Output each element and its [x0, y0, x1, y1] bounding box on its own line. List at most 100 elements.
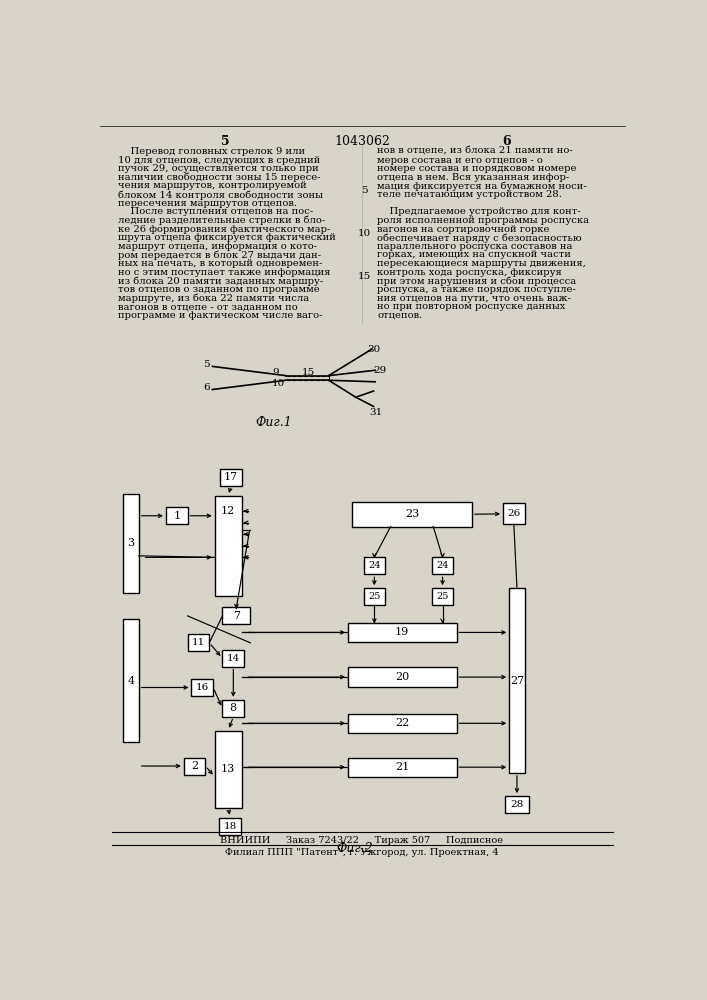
Text: 10: 10 [358, 229, 371, 238]
Text: 6: 6 [203, 383, 210, 392]
Text: 30: 30 [368, 345, 380, 354]
Text: вагонов на сортировочной горке: вагонов на сортировочной горке [378, 225, 550, 234]
Bar [432, 588, 453, 605]
Text: 24: 24 [368, 561, 380, 570]
Bar [223, 700, 244, 717]
Text: 17: 17 [224, 472, 238, 482]
Text: 10 для отцепов, следующих в средний: 10 для отцепов, следующих в средний [118, 156, 320, 165]
Text: 5: 5 [361, 186, 368, 195]
Text: Перевод головных стрелок 9 или: Перевод головных стрелок 9 или [118, 147, 305, 156]
Text: чения маршрутов, контролируемой: чения маршрутов, контролируемой [118, 181, 307, 190]
Bar [187, 634, 209, 651]
Bar [223, 607, 250, 624]
Text: 29: 29 [373, 366, 387, 375]
Text: 25: 25 [436, 592, 449, 601]
Text: маршруте, из бока 22 памяти числа: маршруте, из бока 22 памяти числа [118, 294, 309, 303]
Text: ром передается в блок 27 выдачи дан-: ром передается в блок 27 выдачи дан- [118, 250, 321, 260]
Text: 5: 5 [203, 360, 210, 369]
Bar [363, 557, 385, 574]
Text: тов отцепов о заданном по программе: тов отцепов о заданном по программе [118, 285, 320, 294]
Text: параллельного роспуска составов на: параллельного роспуска составов на [378, 242, 573, 251]
Text: при этом нарушения и сбои процесса: при этом нарушения и сбои процесса [378, 276, 577, 286]
Text: шрута отцепа фиксируется фактический: шрута отцепа фиксируется фактический [118, 233, 336, 242]
Text: 24: 24 [436, 561, 449, 570]
Text: 1: 1 [173, 511, 180, 521]
Text: пересекающиеся маршруты движения,: пересекающиеся маршруты движения, [378, 259, 586, 268]
Text: 27: 27 [510, 676, 524, 686]
Bar [123, 494, 139, 593]
Text: блоком 14 контроля свободности зоны: блоком 14 контроля свободности зоны [118, 190, 323, 200]
Text: 2: 2 [191, 761, 198, 771]
Text: 5: 5 [221, 135, 230, 148]
Text: отцепа в нем. Вся указанная инфор-: отцепа в нем. Вся указанная инфор- [378, 173, 570, 182]
Bar [432, 557, 453, 574]
Bar [363, 588, 385, 605]
Text: 25: 25 [368, 592, 380, 601]
Bar [123, 619, 139, 742]
Text: горках, имеющих на спускной части: горках, имеющих на спускной части [378, 250, 571, 259]
Bar [503, 503, 525, 524]
Text: из блока 20 памяти заданных маршру-: из блока 20 памяти заданных маршру- [118, 276, 323, 286]
Text: мация фиксируется на бумажном носи-: мация фиксируется на бумажном носи- [378, 181, 588, 191]
Text: Фиг.1: Фиг.1 [256, 416, 293, 429]
Bar [348, 714, 457, 733]
Text: меров состава и его отцепов - о: меров состава и его отцепов - о [378, 156, 543, 165]
Text: теле печатающим устройством 28.: теле печатающим устройством 28. [378, 190, 562, 199]
Text: Предлагаемое устройство для конт-: Предлагаемое устройство для конт- [378, 207, 581, 216]
Text: 9: 9 [272, 368, 279, 377]
Text: роспуска, а также порядок поступле-: роспуска, а также порядок поступле- [378, 285, 576, 294]
Bar [184, 758, 206, 775]
Text: 15: 15 [358, 272, 371, 281]
Text: пересечения маршрутов отцепов.: пересечения маршрутов отцепов. [118, 199, 297, 208]
Text: 15: 15 [301, 368, 315, 377]
Text: 19: 19 [395, 627, 409, 637]
Text: ния отцепов на пути, что очень важ-: ния отцепов на пути, что очень важ- [378, 294, 571, 303]
Text: 4: 4 [127, 676, 134, 686]
Text: нов в отцепе, из блока 21 памяти но-: нов в отцепе, из блока 21 памяти но- [378, 147, 573, 156]
Bar [166, 507, 187, 524]
Text: но при повторном роспуске данных: но при повторном роспуске данных [378, 302, 566, 311]
Bar [348, 667, 457, 687]
Text: маршрут отцепа, информация о кото-: маршрут отцепа, информация о кото- [118, 242, 317, 251]
Text: 13: 13 [221, 764, 235, 774]
Text: 6: 6 [503, 135, 511, 148]
Bar [223, 650, 244, 667]
Text: 3: 3 [127, 538, 134, 548]
Text: После вступления отцепов на пос-: После вступления отцепов на пос- [118, 207, 313, 216]
Text: Фиг.2: Фиг.2 [337, 842, 373, 855]
Text: 12: 12 [221, 506, 235, 516]
Text: 16: 16 [196, 683, 209, 692]
Bar [348, 623, 457, 642]
Text: 8: 8 [230, 703, 237, 713]
Bar [220, 469, 242, 486]
Text: ке 26 формирования фактического мар-: ке 26 формирования фактического мар- [118, 225, 330, 234]
Text: пучок 29, осуществляется только при: пучок 29, осуществляется только при [118, 164, 319, 173]
Text: номере состава и порядковом номере: номере состава и порядковом номере [378, 164, 577, 173]
Bar [192, 679, 213, 696]
Text: отцепов.: отцепов. [378, 311, 423, 320]
Text: 18: 18 [223, 822, 237, 831]
Text: наличии свободности зоны 15 пересе-: наличии свободности зоны 15 пересе- [118, 173, 320, 182]
Text: 21: 21 [395, 762, 409, 772]
Text: 23: 23 [405, 509, 419, 519]
Text: 28: 28 [510, 800, 524, 809]
Text: ледние разделительные стрелки в бло-: ледние разделительные стрелки в бло- [118, 216, 325, 225]
Text: 10: 10 [272, 379, 286, 388]
Text: 31: 31 [369, 408, 382, 417]
Text: программе и фактическом числе ваго-: программе и фактическом числе ваго- [118, 311, 322, 320]
Text: 7: 7 [233, 611, 240, 621]
Text: 11: 11 [192, 638, 205, 647]
Text: 26: 26 [507, 509, 520, 518]
Bar [352, 502, 472, 527]
Text: роля исполненной программы роспуска: роля исполненной программы роспуска [378, 216, 590, 225]
Text: Филиал ППП "Патент", г. Ужгород, ул. Проектная, 4: Филиал ППП "Патент", г. Ужгород, ул. Про… [225, 848, 498, 857]
Bar [215, 731, 242, 808]
Bar [215, 496, 242, 596]
Text: ВНИИПИ     Заказ 7243/22     Тираж 507     Подписное: ВНИИПИ Заказ 7243/22 Тираж 507 Подписное [221, 836, 503, 845]
Bar [505, 796, 530, 813]
Text: 20: 20 [395, 672, 409, 682]
Text: обеспечивает наряду с безопасностью: обеспечивает наряду с безопасностью [378, 233, 582, 243]
Bar [509, 588, 525, 773]
Text: ных на печать, в который одновремен-: ных на печать, в который одновремен- [118, 259, 322, 268]
Text: вагонов в отцепе - от заданном по: вагонов в отцепе - от заданном по [118, 302, 298, 311]
